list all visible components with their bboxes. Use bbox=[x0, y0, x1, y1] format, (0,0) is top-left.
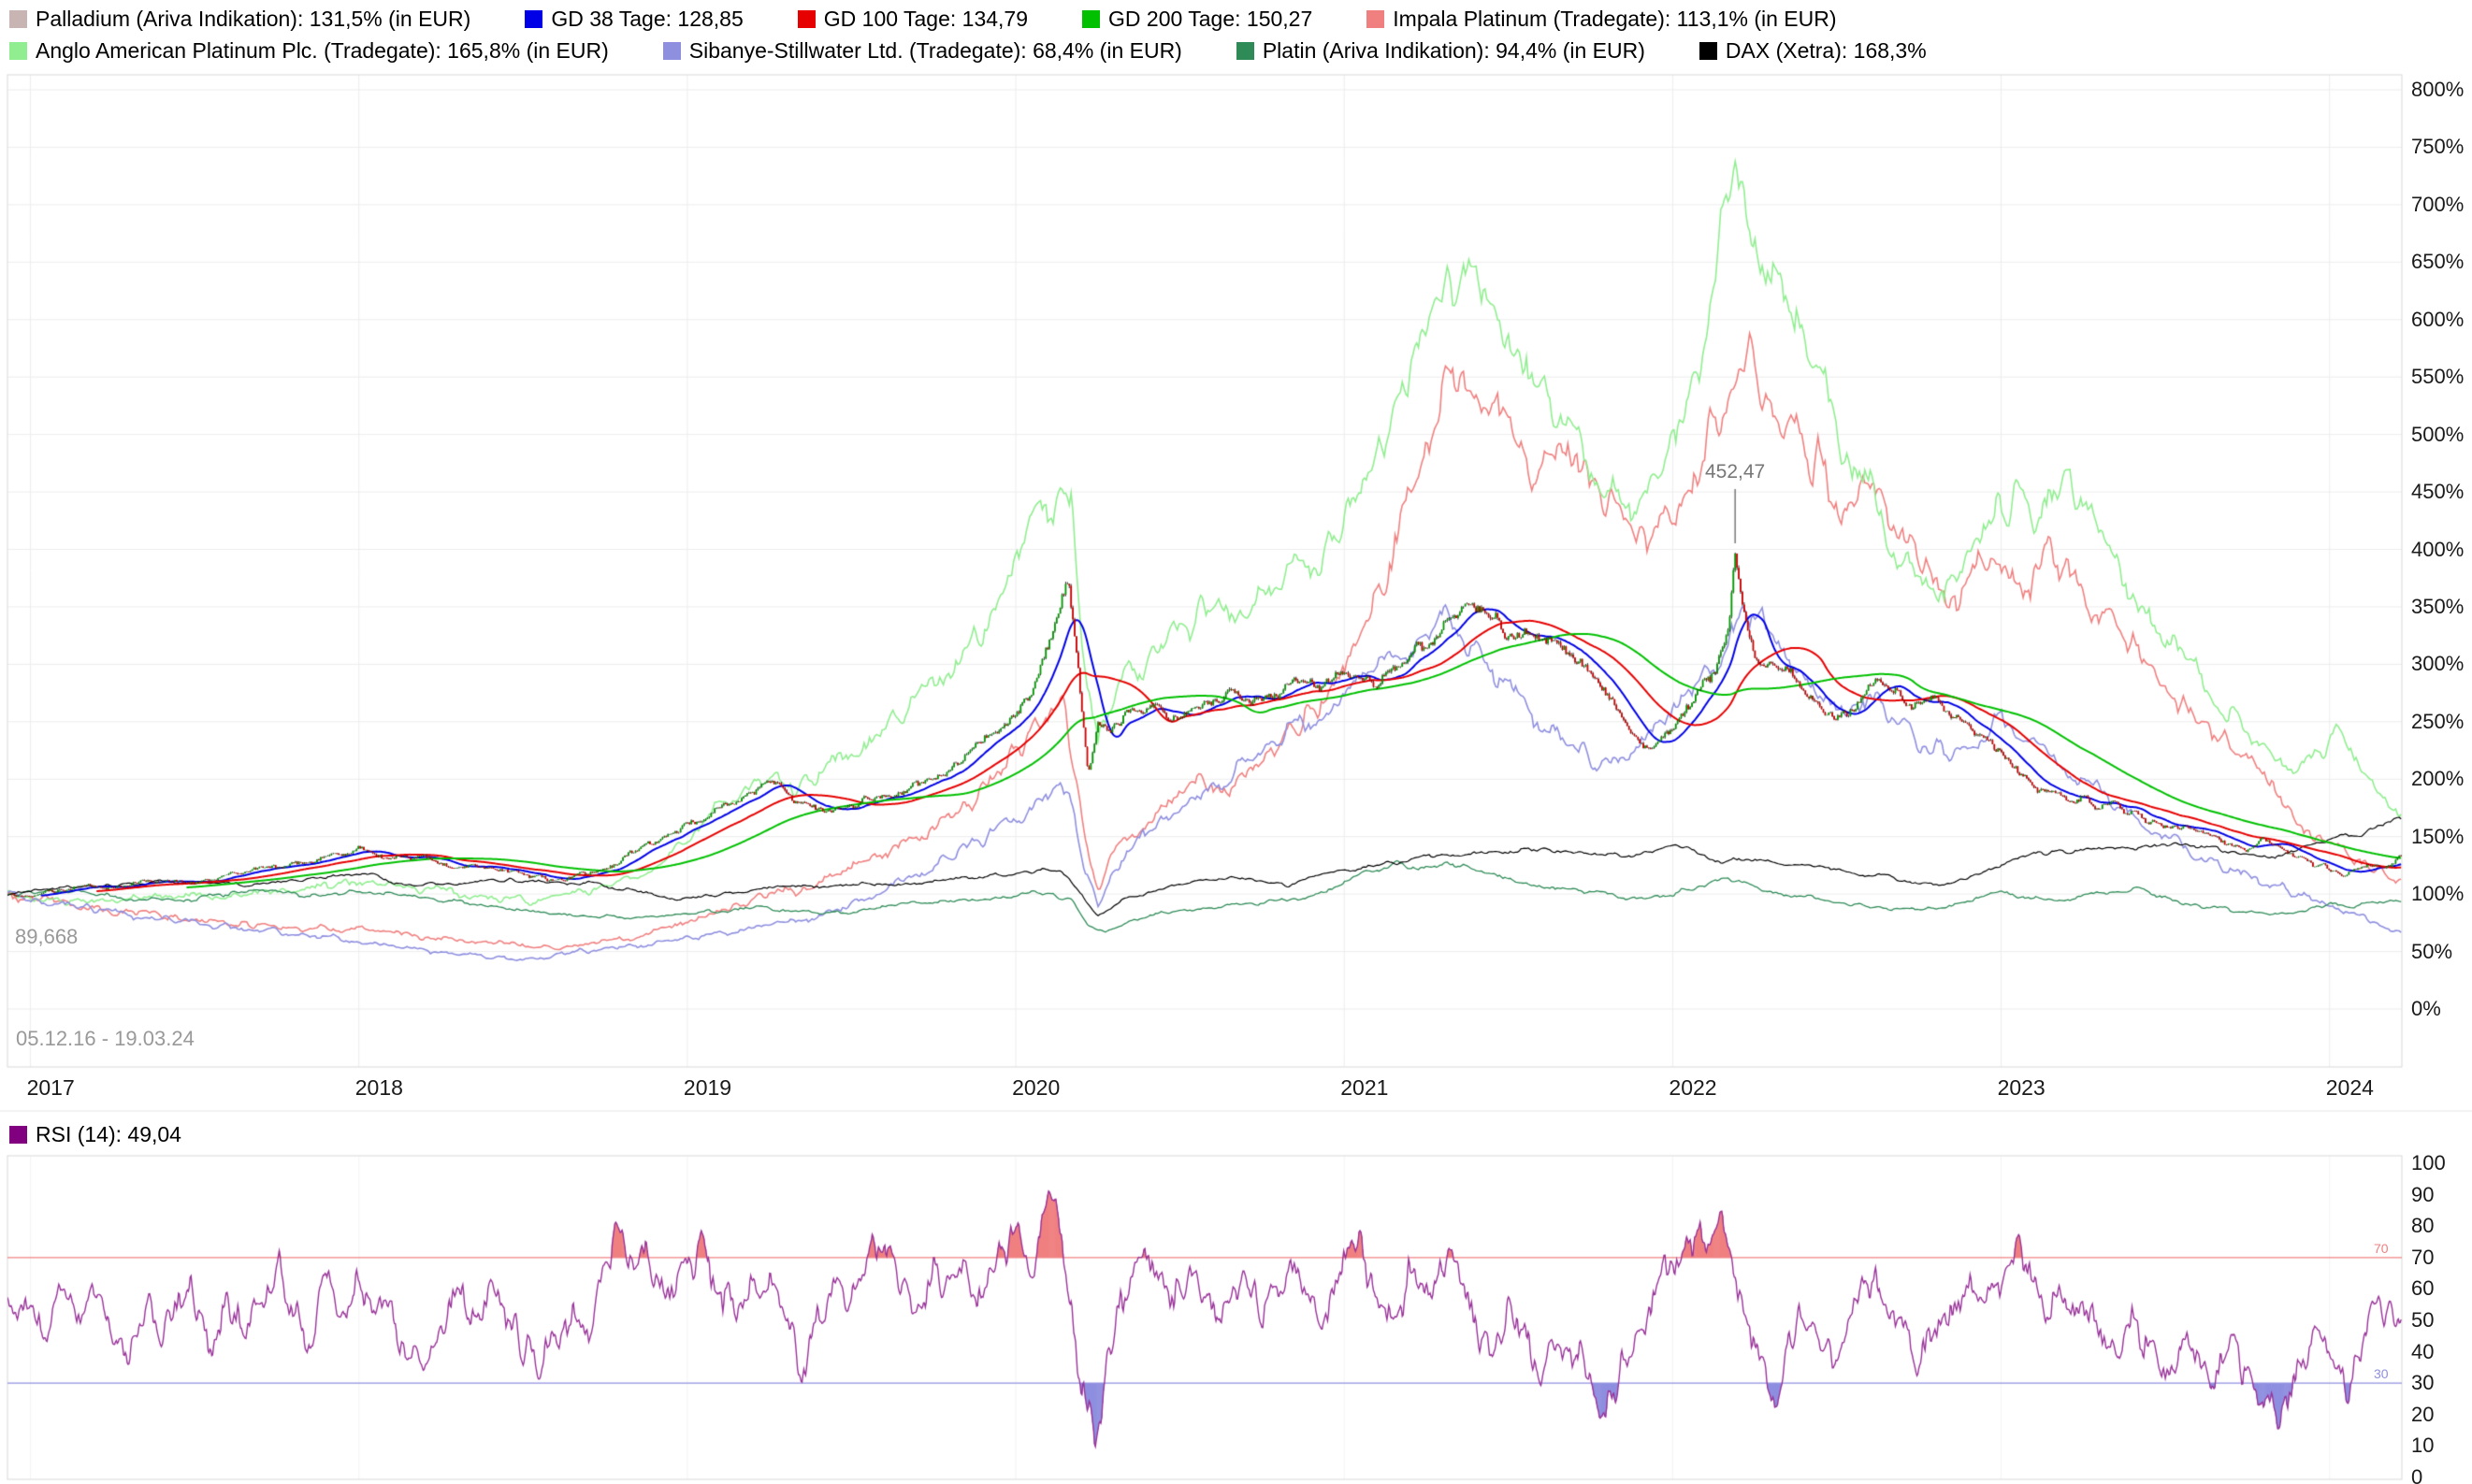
main-x-axis-tick: 2024 bbox=[2325, 1075, 2374, 1100]
main-y-axis-tick: 650% bbox=[2411, 250, 2465, 274]
legend-item-gd200[interactable]: GD 200 Tage: 150,27 bbox=[1082, 7, 1312, 32]
main-x-axis-tick: 2018 bbox=[354, 1075, 403, 1100]
legend-label-gd100: GD 100 Tage: 134,79 bbox=[823, 7, 1029, 31]
main-y-axis-tick: 200% bbox=[2411, 767, 2465, 791]
main-x-axis-tick: 2023 bbox=[1997, 1075, 2046, 1100]
legend-label-impala: Impala Platinum (Tradegate): 113,1% (in … bbox=[1393, 7, 1837, 31]
main-y-axis-tick: 500% bbox=[2411, 422, 2465, 446]
main-y-axis-tick: 400% bbox=[2411, 537, 2465, 561]
main-y-axis-tick: 300% bbox=[2411, 652, 2465, 676]
legend-item-impala[interactable]: Impala Platinum (Tradegate): 113,1% (in … bbox=[1366, 7, 1837, 32]
main-y-axis-tick: 550% bbox=[2411, 365, 2465, 389]
legend-label-palladium: Palladium (Ariva Indikation): 131,5% (in… bbox=[36, 7, 471, 31]
gd100-series-marker-icon bbox=[797, 10, 816, 28]
main-y-axis-tick: 150% bbox=[2411, 824, 2465, 848]
palladium-series-marker-icon bbox=[9, 10, 27, 28]
main-y-axis-tick: 750% bbox=[2411, 135, 2465, 159]
date-range-label: 05.12.16 - 19.03.24 bbox=[16, 1027, 195, 1050]
legend-item-gd100[interactable]: GD 100 Tage: 134,79 bbox=[797, 7, 1029, 32]
main-x-axis-tick: 2017 bbox=[26, 1075, 75, 1100]
legend-item-platin[interactable]: Platin (Ariva Indikation): 94,4% (in EUR… bbox=[1236, 38, 1645, 64]
rsi-y-axis-tick: 20 bbox=[2411, 1402, 2435, 1426]
rsi-y-axis-tick: 40 bbox=[2411, 1339, 2435, 1363]
main-y-axis-tick: 100% bbox=[2411, 882, 2465, 906]
rsi-y-axis-tick: 70 bbox=[2411, 1245, 2435, 1269]
main-x-axis-tick: 2019 bbox=[683, 1075, 732, 1100]
rsi-y-axis-tick: 100 bbox=[2411, 1151, 2446, 1174]
rsi-y-axis-tick: 10 bbox=[2411, 1434, 2435, 1458]
main-x-axis-tick: 2021 bbox=[1340, 1075, 1389, 1100]
legend-item-anglo-american[interactable]: Anglo American Platinum Plc. (Tradegate)… bbox=[9, 38, 609, 64]
rsi-y-axis-tick: 60 bbox=[2411, 1276, 2435, 1301]
rsi-threshold-70-label: 70 bbox=[2374, 1240, 2389, 1256]
legend-label-gd200: GD 200 Tage: 150,27 bbox=[1108, 7, 1313, 31]
legend-item-dax[interactable]: DAX (Xetra): 168,3% bbox=[1699, 38, 1927, 64]
legend-item-palladium[interactable]: Palladium (Ariva Indikation): 131,5% (in… bbox=[9, 7, 470, 32]
peak-value-annotation: 452,47 bbox=[1705, 461, 1766, 483]
main-y-axis-tick: 600% bbox=[2411, 307, 2465, 331]
rsi-series-marker-icon bbox=[9, 1126, 27, 1144]
legend-item-gd38[interactable]: GD 38 Tage: 128,85 bbox=[525, 7, 744, 32]
main-x-axis-tick: 2020 bbox=[1012, 1075, 1061, 1100]
rsi-y-axis-tick: 30 bbox=[2411, 1371, 2435, 1395]
main-x-axis-tick: 2022 bbox=[1669, 1075, 1717, 1100]
rsi-threshold-30-label: 30 bbox=[2374, 1366, 2389, 1382]
rsi-y-axis-tick: 0 bbox=[2411, 1465, 2423, 1484]
impala-series-marker-icon bbox=[1366, 10, 1385, 28]
legend-label-anglo-american: Anglo American Platinum Plc. (Tradegate)… bbox=[36, 38, 609, 63]
main-y-axis-tick: 800% bbox=[2411, 78, 2465, 101]
sibanye-series-marker-icon bbox=[662, 42, 681, 60]
legend-label-rsi: RSI (14): 49,04 bbox=[36, 1122, 181, 1146]
dax-series-marker-icon bbox=[1699, 42, 1717, 60]
gd38-series-marker-icon bbox=[525, 10, 543, 28]
legend-label-dax: DAX (Xetra): 168,3% bbox=[1725, 38, 1927, 63]
main-legend-row-2: Anglo American Platinum Plc. (Tradegate)… bbox=[9, 38, 1927, 64]
rsi-legend-row: RSI (14): 49,04 bbox=[9, 1122, 181, 1147]
main-legend-row-1: Palladium (Ariva Indikation): 131,5% (in… bbox=[9, 7, 1837, 32]
platin-series-marker-icon bbox=[1236, 42, 1254, 60]
rsi-y-axis-tick: 90 bbox=[2411, 1182, 2435, 1206]
rsi-y-axis-tick: 80 bbox=[2411, 1214, 2435, 1238]
gd200-series-marker-icon bbox=[1082, 10, 1101, 28]
legend-label-gd38: GD 38 Tage: 128,85 bbox=[551, 7, 744, 31]
main-y-axis-tick: 50% bbox=[2411, 939, 2453, 963]
main-y-axis-tick: 350% bbox=[2411, 594, 2465, 618]
main-y-axis-tick: 0% bbox=[2411, 997, 2441, 1020]
legend-label-sibanye: Sibanye-Stillwater Ltd. (Tradegate): 68,… bbox=[688, 38, 1182, 63]
legend-label-platin: Platin (Ariva Indikation): 94,4% (in EUR… bbox=[1262, 38, 1645, 63]
legend-item-sibanye[interactable]: Sibanye-Stillwater Ltd. (Tradegate): 68,… bbox=[662, 38, 1182, 64]
series-low-value-label: 89,668 bbox=[15, 924, 79, 948]
main-y-axis-tick: 250% bbox=[2411, 709, 2465, 733]
main-y-axis-tick: 700% bbox=[2411, 192, 2465, 216]
legend-item-rsi[interactable]: RSI (14): 49,04 bbox=[9, 1122, 181, 1147]
main-y-axis-tick: 450% bbox=[2411, 480, 2465, 504]
rsi-y-axis-tick: 50 bbox=[2411, 1308, 2435, 1332]
anglo-american-series-marker-icon bbox=[9, 42, 27, 60]
